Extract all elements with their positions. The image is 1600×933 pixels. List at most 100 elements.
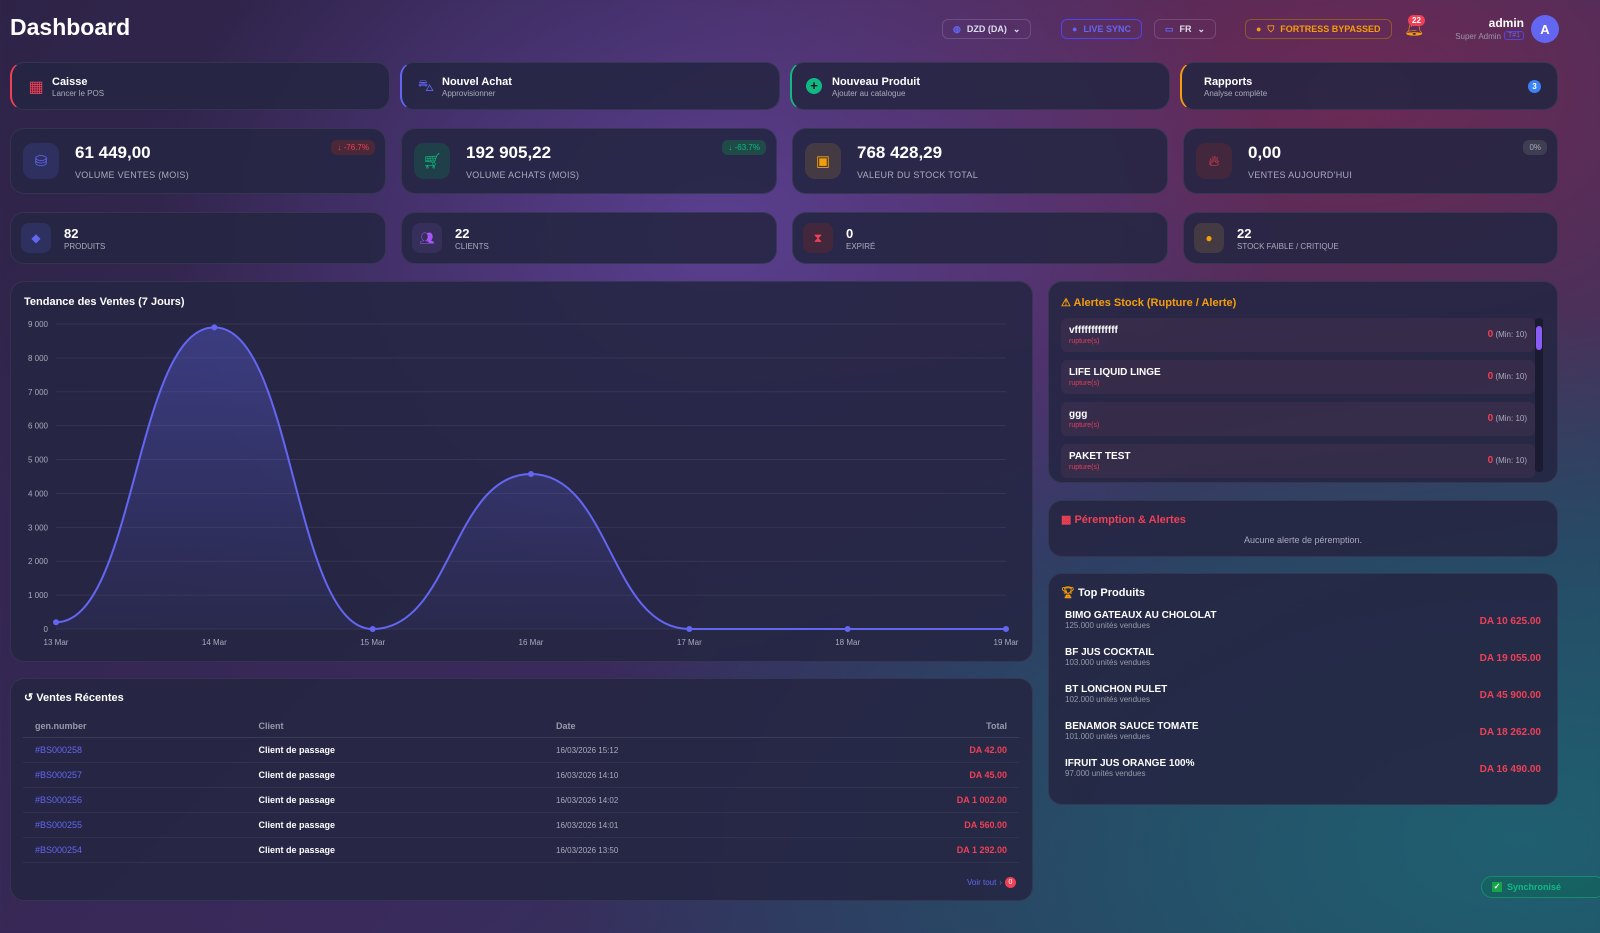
user-tag: T#1 <box>1503 31 1524 40</box>
cart-icon: 🛒︎ <box>414 143 450 179</box>
dot-icon: ● <box>1256 24 1262 34</box>
y-tick-label: 6 000 <box>28 422 49 431</box>
quick-action-rapports[interactable]: Rapports Analyse complète 3 <box>1180 62 1558 110</box>
top-product-item[interactable]: BF JUS COCKTAIL 103.000 unités vendues DA … <box>1065 647 1541 667</box>
y-tick-label: 2 000 <box>28 557 49 566</box>
warning-icon: ⚠ <box>1061 297 1071 309</box>
stock-alert-item[interactable]: vfffffffffffff rupture(s) 0 (Min: 10) <box>1061 318 1535 352</box>
quick-action-nouvel-achat[interactable]: ⛍ Nouvel Achat Approvisionner <box>400 62 780 110</box>
data-point <box>1003 626 1009 632</box>
sales-trend-chart: Tendance des Ventes (7 Jours) 0 1 000 2 00… <box>10 281 1033 662</box>
y-tick-label: 9 000 <box>28 320 49 329</box>
x-tick-label: 14 Mar <box>202 638 227 647</box>
users-icon: 👥︎ <box>412 223 442 253</box>
series-line <box>55 326 1006 631</box>
data-point <box>53 619 59 626</box>
chevron-down-icon: ⌄ <box>1012 23 1021 34</box>
top-products-panel: 🏆︎ Top Produits BIMO GATEAUX AU CHOLOLAT… <box>1048 573 1558 805</box>
table-row[interactable]: #BS000255 Client de passage 16/03/2026 14:… <box>23 812 1019 838</box>
language-select[interactable]: ▭ FR ⌄ <box>1154 19 1217 39</box>
stock-alert-item[interactable]: ggg rupture(s) 0 (Min: 10) <box>1061 402 1535 436</box>
stat-volume-achats: 🛒︎ 192 905,22 VOLUME ACHATS (MOIS) ↓ -63.7% <box>401 128 777 194</box>
sale-number-link[interactable]: #BS000254 <box>23 837 247 863</box>
plus-circle-icon: + <box>806 78 822 94</box>
data-point <box>528 470 534 477</box>
globe-icon: ◍ <box>953 23 961 34</box>
view-all-link[interactable]: Voir tout › 0 <box>967 877 1016 888</box>
counter-stock-faible: ● 22 STOCK FAIBLE / CRITIQUE <box>1183 212 1558 264</box>
top-product-item[interactable]: BT LONCHON PULET 102.000 unités vendues DA… <box>1065 684 1541 704</box>
expiry-panel: ▩ Péremption & Alertes Aucune alerte de … <box>1048 500 1558 557</box>
recent-sales-panel: ↺ Ventes Récentes gen.number Client Date To… <box>10 678 1033 901</box>
warning-circle-icon: ● <box>1194 223 1224 253</box>
user-name: admin <box>1488 16 1524 30</box>
dot-icon: ● <box>1072 24 1078 34</box>
x-tick-label: 19 Mar <box>994 638 1019 647</box>
stat-valeur-stock: ▣ 768 428,29 VALEUR DU STOCK TOTAL <box>792 128 1168 194</box>
check-icon: ✓ <box>1492 882 1502 892</box>
tag-icon: ◆ <box>21 223 51 253</box>
calendar-x-icon: ▩ <box>1061 514 1072 526</box>
stock-alert-item[interactable]: LIFE LIQUID LINGE rupture(s) 0 (Min: 10) <box>1061 360 1535 394</box>
sale-number-link[interactable]: #BS000256 <box>23 787 247 813</box>
basket-icon: ⛍ <box>417 78 435 95</box>
page-title: Dashboard <box>10 14 131 40</box>
y-tick-label: 8 000 <box>28 354 49 363</box>
x-tick-label: 16 Mar <box>519 638 544 647</box>
chart-svg: 0 1 000 2 000 3 000 4 000 5 000 6 000 7 000 8 00… <box>28 320 1019 647</box>
y-tick-label: 1 000 <box>28 591 49 600</box>
language-icon: ▭ <box>1165 23 1174 34</box>
quick-action-nouveau-produit[interactable]: + Nouveau Produit Ajouter au catalogue <box>790 62 1170 110</box>
user-role: Super Admin <box>1455 32 1501 41</box>
x-tick-label: 13 Mar <box>44 638 69 647</box>
rapports-badge: 3 <box>1528 80 1541 93</box>
data-point <box>686 626 693 632</box>
currency-select[interactable]: ◍ DZD (DA) ⌄ <box>942 19 1032 39</box>
y-tick-label: 0 <box>44 625 49 634</box>
x-tick-label: 18 Mar <box>835 638 860 647</box>
avatar[interactable]: A <box>1531 15 1559 43</box>
recent-sales-table: gen.number Client Date Total #BS000258 Client… <box>23 715 1019 863</box>
y-tick-label: 3 000 <box>28 523 49 532</box>
x-tick-label: 15 Mar <box>360 638 385 647</box>
data-point <box>369 626 376 632</box>
data-point <box>844 626 851 632</box>
live-sync-button[interactable]: ● LIVE SYNC <box>1061 19 1142 39</box>
history-icon: ↺ <box>24 692 34 704</box>
y-tick-label: 4 000 <box>28 489 49 498</box>
quick-action-caisse[interactable]: ▦ Caisse Lancer le POS <box>10 62 390 110</box>
counter-expire: ⧗ 0 EXPIRÉ <box>792 212 1168 264</box>
table-row[interactable]: #BS000257 Client de passage 16/03/2026 14:… <box>23 762 1019 788</box>
sync-status: ✓ Synchronisé <box>1481 876 1600 898</box>
notification-badge: 22 <box>1408 15 1425 26</box>
sale-number-link[interactable]: #BS000257 <box>23 762 247 788</box>
chart-title: Tendance des Ventes (7 Jours) <box>24 296 185 308</box>
counter-clients: 👥︎ 22 CLIENTS <box>401 212 777 264</box>
table-row[interactable]: #BS000256 Client de passage 16/03/2026 14:… <box>23 787 1019 813</box>
hourglass-icon: ⧗ <box>803 223 833 253</box>
fortress-status: ● ⛉ FORTRESS BYPASSED <box>1245 19 1392 39</box>
alerts-scrollbar[interactable] <box>1535 318 1543 472</box>
counter-produits: ◆ 82 PRODUITS <box>10 212 386 264</box>
top-product-item[interactable]: IFRUIT JUS ORANGE 100% 97.000 unités vend… <box>1065 758 1541 778</box>
expiry-empty-message: Aucune alerte de péremption. <box>1243 535 1363 545</box>
trophy-icon: 🏆︎ <box>1061 587 1075 599</box>
table-row[interactable]: #BS000258 Client de passage 16/03/2026 15:… <box>23 737 1019 763</box>
cash-register-icon: ▦ <box>28 79 44 96</box>
y-tick-label: 5 000 <box>28 456 49 465</box>
shield-icon: ⛉ <box>1267 23 1275 34</box>
coins-icon: ⛁ <box>23 143 59 179</box>
boxes-icon: ▣ <box>805 143 841 179</box>
data-point <box>211 324 218 331</box>
series-area <box>56 327 1006 629</box>
y-tick-label: 7 000 <box>28 388 49 397</box>
stat-ventes-aujourdhui: 🔥︎ 0,00 VENTES AUJOURD'HUI 0% <box>1183 128 1558 194</box>
chevron-down-icon: ⌄ <box>1197 23 1206 34</box>
stock-alert-item[interactable]: PAKET TEST rupture(s) 0 (Min: 10) <box>1061 444 1535 478</box>
top-product-item[interactable]: BIMO GATEAUX AU CHOLOLAT 125.000 unités v… <box>1065 610 1541 630</box>
sale-number-link[interactable]: #BS000258 <box>23 737 247 763</box>
sale-number-link[interactable]: #BS000255 <box>23 812 247 838</box>
top-product-item[interactable]: BENAMOR SAUCE TOMATE 101.000 unités vendu… <box>1065 721 1541 741</box>
table-row[interactable]: #BS000254 Client de passage 16/03/2026 13:… <box>23 837 1019 863</box>
stat-volume-ventes: ⛁ 61 449,00 VOLUME VENTES (MOIS) ↓ -76.7% <box>10 128 386 194</box>
